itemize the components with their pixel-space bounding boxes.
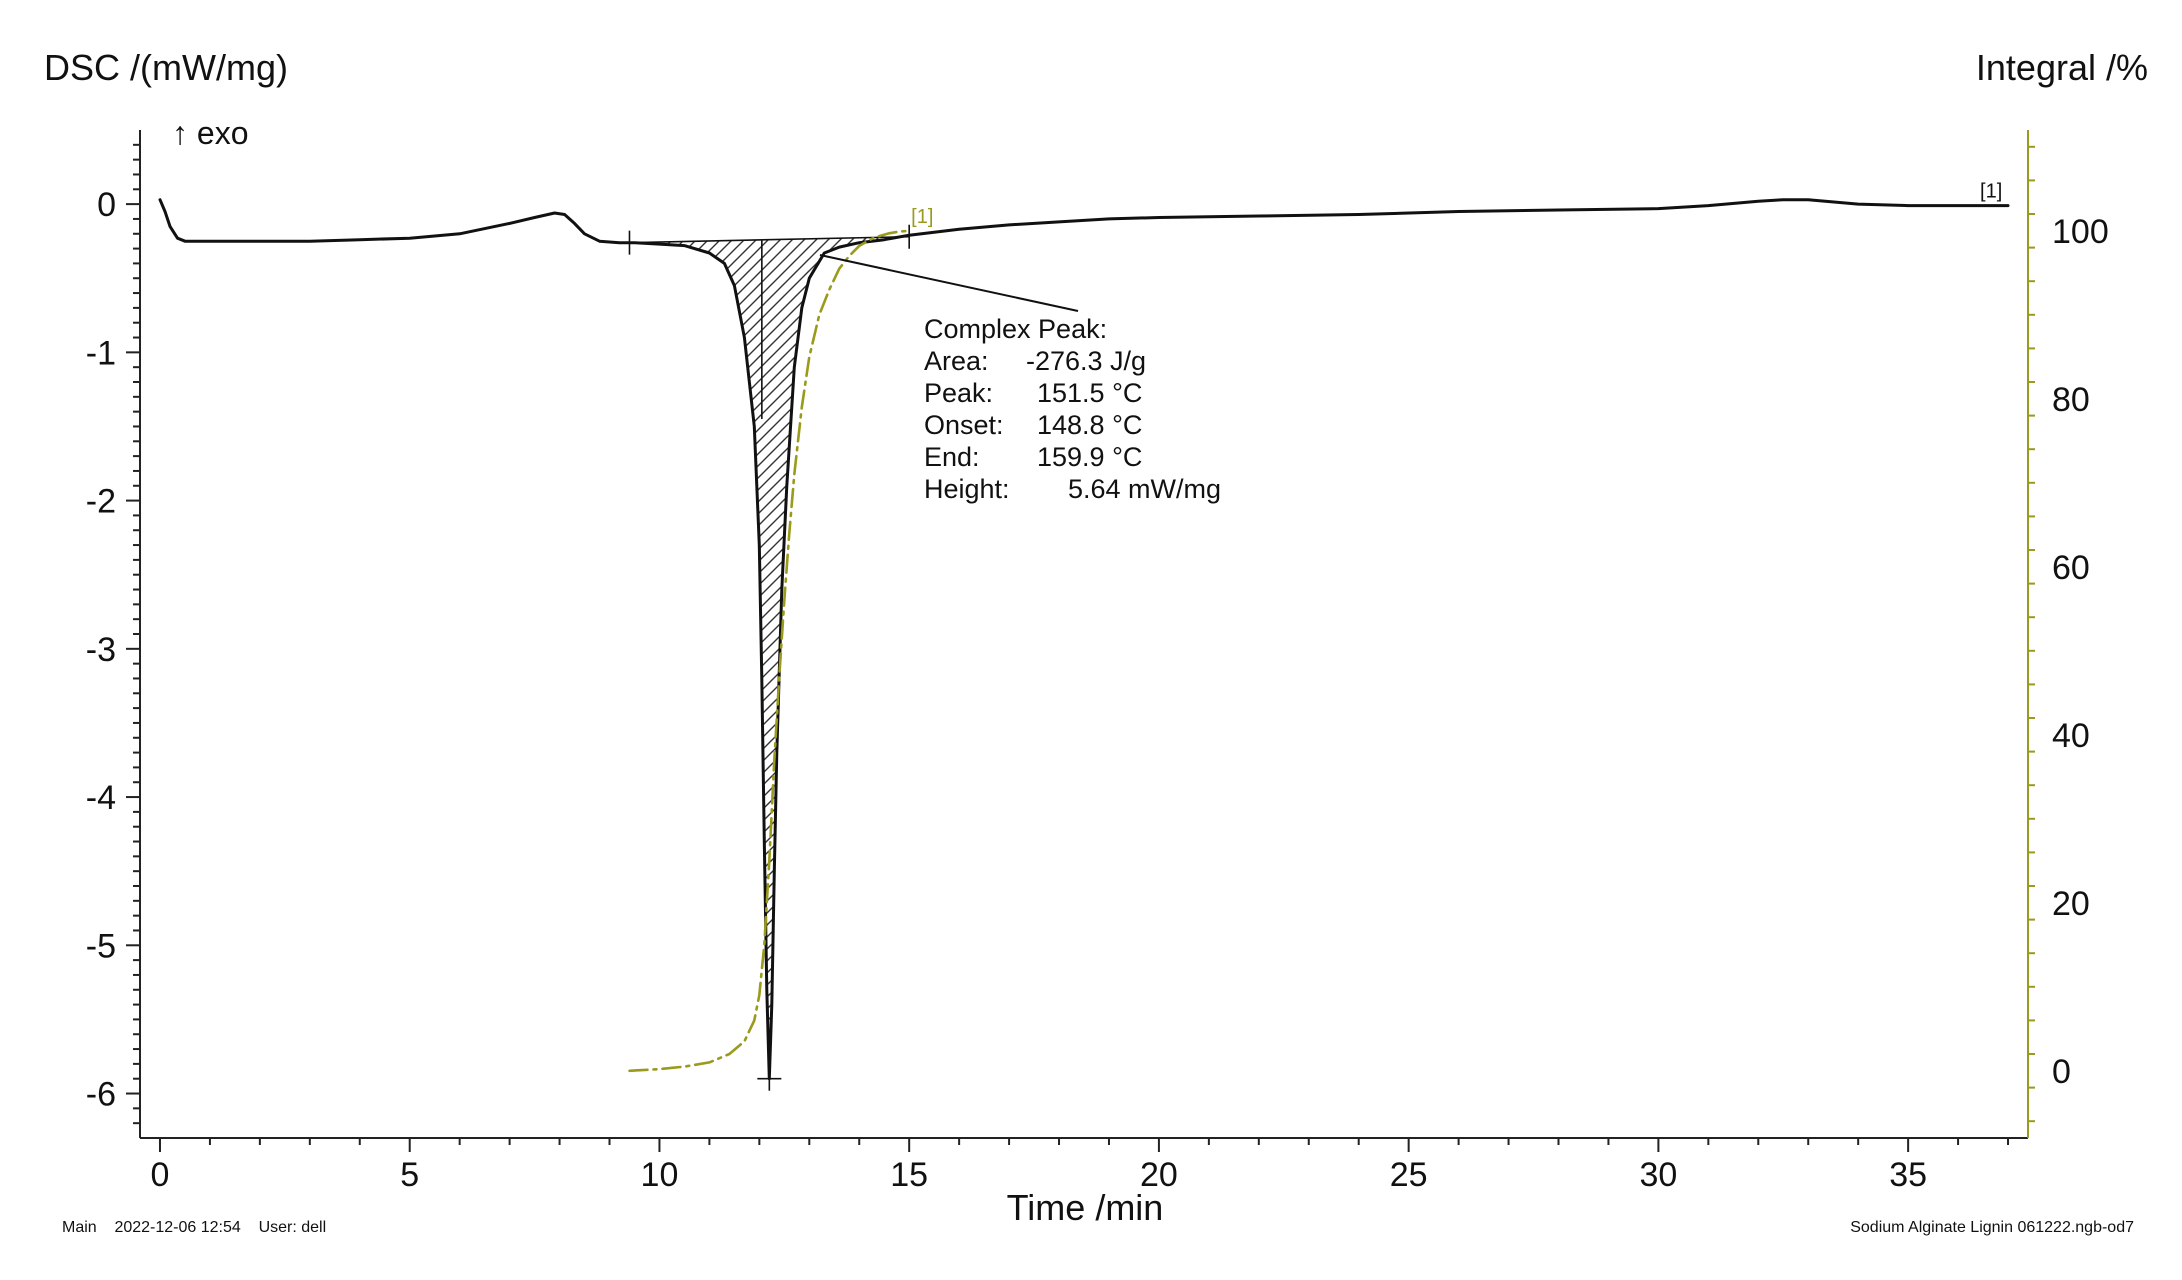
marker-group: [1] [1] (757, 181, 2002, 1091)
x-tick-label: 30 (1639, 1156, 1677, 1194)
annotation-value-end: 159.9 °C (1037, 442, 1142, 472)
peak-hatch-area (628, 224, 910, 1079)
x-tick-label: 5 (400, 1156, 419, 1194)
y-left-tick-label: -5 (86, 927, 116, 965)
annotation-value-area: -276.3 J/g (1026, 346, 1146, 376)
annotation-label-peak: Peak: (924, 378, 993, 408)
footer-right: Sodium Alginate Lignin 061222.ngb-od7 (1850, 1219, 2134, 1236)
peak-baseline (629, 235, 910, 244)
y-right-tick-label: 20 (2052, 885, 2090, 923)
annotation-value-height: 5.64 mW/mg (1068, 474, 1221, 504)
peak-hatch-fill (629, 235, 910, 1079)
annotation-label-height: Height: (924, 474, 1010, 504)
y-right-tick-label: 100 (2052, 213, 2109, 251)
annotation-value-onset: 148.8 °C (1037, 410, 1142, 440)
axes: 0 5 10 15 20 25 30 35 0 -1 -2 -3 -4 -5 -6 100 80 60 40 20 0 (86, 130, 2109, 1194)
x-tick-label: 15 (890, 1156, 928, 1194)
x-axis-title: Time /min (1007, 1187, 1164, 1228)
y-left-tick-label: -1 (86, 334, 116, 372)
x-tick-label: 25 (1390, 1156, 1428, 1194)
y-left-tick-label: -3 (86, 631, 116, 669)
y-right-tick-label: 40 (2052, 717, 2090, 755)
x-tick-label: 20 (1140, 1156, 1178, 1194)
annotation-value-peak: 151.5 °C (1037, 378, 1142, 408)
x-tick-label: 10 (641, 1156, 679, 1194)
y-right-tick-label: 0 (2052, 1053, 2071, 1091)
y-left-tick-label: -6 (86, 1076, 116, 1114)
integral-curve-marker: [1] (911, 206, 933, 228)
dsc-curve-marker: [1] (1980, 181, 2002, 203)
integral-series-line (628, 229, 911, 1073)
y-axis-left-title: DSC /(mW/mg) (44, 47, 288, 88)
y-right-tick-label: 80 (2052, 381, 2090, 419)
annotation-label-area: Area: (924, 346, 989, 376)
footer-left: Main 2022-12-06 12:54 User: dell (62, 1219, 326, 1236)
annotation-label-onset: Onset: (924, 410, 1004, 440)
x-tick-label: 35 (1889, 1156, 1927, 1194)
annotation-title: Complex Peak: (924, 314, 1107, 344)
y-axis-right-title: Integral /% (1976, 47, 2148, 88)
annotation-leader-line (819, 254, 1079, 312)
y-left-tick-label: 0 (97, 186, 116, 224)
exo-direction-label: ↑ exo (172, 115, 248, 151)
y-left-tick-label: -2 (86, 483, 116, 521)
y-left-tick-label: -4 (86, 779, 116, 817)
y-right-tick-label: 60 (2052, 549, 2090, 587)
x-tick-label: 0 (151, 1156, 170, 1194)
annotation-label-end: End: (924, 442, 980, 472)
peak-annotation: Complex Peak: Area: -276.3 J/g Peak: 151… (819, 254, 1221, 504)
